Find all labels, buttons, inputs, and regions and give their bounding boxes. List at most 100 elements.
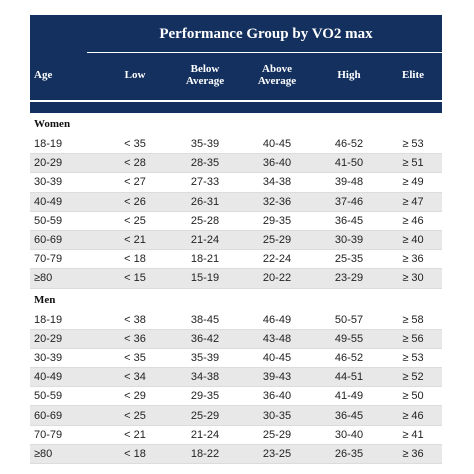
- section-label: Women: [34, 118, 71, 130]
- value-cell: ≥ 53: [402, 138, 424, 151]
- table-row: 30-39 < 35 35-39 40-45 46-52 ≥ 53: [30, 349, 442, 369]
- age-cell: 50-59: [34, 390, 63, 403]
- value-cell: 21-24: [190, 428, 220, 441]
- value-cell: < 35: [124, 351, 146, 364]
- column-header-label: Above Average: [257, 63, 297, 87]
- value-cell: 28-35: [190, 157, 220, 170]
- value-cell: 22-24: [262, 253, 292, 266]
- column-header-label: Elite: [402, 69, 424, 81]
- value-cell: ≥ 53: [402, 351, 424, 364]
- value-cell: 37-46: [334, 195, 364, 208]
- value-cell: 39-43: [262, 371, 292, 384]
- value-cell: 40-45: [262, 351, 292, 364]
- age-cell: 50-59: [34, 214, 63, 227]
- value-cell: < 27: [124, 176, 146, 189]
- age-cell: 40-49: [34, 371, 63, 384]
- column-header-label: High: [337, 69, 361, 81]
- value-cell: ≥ 46: [402, 409, 424, 422]
- value-cell: < 18: [124, 447, 146, 460]
- value-cell: 25-29: [262, 234, 292, 247]
- value-cell: 30-35: [262, 409, 292, 422]
- table-row: 50-59 < 25 25-28 29-35 36-45 ≥ 46: [30, 212, 442, 231]
- column-header-below-average: Below Average: [170, 55, 240, 95]
- value-cell: 46-52: [334, 351, 364, 364]
- value-cell: ≥ 51: [402, 157, 424, 170]
- value-cell: 18-22: [190, 447, 220, 460]
- value-cell: 34-38: [190, 371, 220, 384]
- table-row: 50-59 < 29 29-35 36-40 41-49 ≥ 50: [30, 387, 442, 407]
- table-body: Women 18-19 < 35 35-39 40-45 46-52 ≥ 53 20-29 < …: [30, 113, 442, 464]
- table-row: 20-29 < 28 28-35 36-40 41-50 ≥ 51: [30, 154, 442, 174]
- value-cell: 15-19: [190, 272, 220, 285]
- value-cell: ≥ 41: [402, 428, 424, 441]
- table-row: ≥80 < 15 15-19 20-22 23-29 ≥ 30: [30, 269, 442, 289]
- value-cell: 30-40: [334, 428, 364, 441]
- table-row: 40-49 < 26 26-31 32-36 37-46 ≥ 47: [30, 192, 442, 212]
- value-cell: 27-33: [190, 176, 220, 189]
- table-header: Performance Group by VO2 max Age Low Bel…: [30, 15, 442, 100]
- age-cell: ≥80: [34, 272, 53, 285]
- value-cell: 44-51: [334, 371, 364, 384]
- table-row: ≥80 < 18 18-22 23-25 26-35 ≥ 36: [30, 444, 442, 464]
- age-cell: 40-49: [34, 195, 63, 208]
- age-cell: 30-39: [34, 176, 63, 189]
- value-cell: 29-35: [190, 390, 220, 403]
- table-row: 18-19 < 38 38-45 46-49 50-57 ≥ 58: [30, 311, 442, 330]
- value-cell: ≥ 58: [402, 313, 424, 326]
- value-cell: 39-48: [334, 176, 364, 189]
- group-underline: [87, 52, 442, 53]
- value-cell: ≥ 52: [402, 371, 424, 384]
- age-column-header: Age: [34, 69, 53, 81]
- table-row: 18-19 < 35 35-39 40-45 46-52 ≥ 53: [30, 135, 442, 155]
- table-row: 60-69 < 21 21-24 25-29 30-39 ≥ 40: [30, 230, 442, 251]
- value-cell: ≥ 49: [402, 176, 424, 189]
- column-header-label: Low: [124, 69, 146, 81]
- value-cell: < 34: [124, 371, 146, 384]
- value-cell: 35-39: [190, 351, 220, 364]
- value-cell: 25-35: [334, 253, 364, 266]
- table-row: 70-79 < 21 21-24 25-29 30-40 ≥ 41: [30, 426, 442, 445]
- value-cell: < 21: [124, 428, 146, 441]
- value-cell: 36-45: [334, 409, 364, 422]
- value-cell: < 25: [124, 214, 146, 227]
- column-header-label: Below Average: [185, 63, 225, 87]
- value-cell: < 15: [124, 272, 146, 285]
- value-cell: 18-21: [190, 253, 220, 266]
- value-cell: 25-28: [190, 214, 220, 227]
- value-cell: ≥ 36: [402, 253, 424, 266]
- table-row: 20-29 < 36 36-42 43-48 49-55 ≥ 56: [30, 329, 442, 349]
- value-cell: 36-42: [190, 332, 220, 345]
- age-cell: 18-19: [34, 313, 63, 326]
- column-header-high: High: [314, 55, 384, 95]
- value-cell: 43-48: [262, 332, 292, 345]
- column-header-low: Low: [100, 55, 170, 95]
- value-cell: 32-36: [262, 195, 292, 208]
- age-cell: 20-29: [34, 157, 63, 170]
- value-cell: < 26: [124, 195, 146, 208]
- value-cell: 41-50: [334, 157, 364, 170]
- value-cell: ≥ 47: [402, 195, 424, 208]
- value-cell: ≥ 36: [402, 447, 424, 460]
- value-cell: < 29: [124, 390, 146, 403]
- age-cell: 60-69: [34, 234, 63, 247]
- value-cell: 21-24: [190, 234, 220, 247]
- age-cell: 70-79: [34, 428, 63, 441]
- value-cell: < 35: [124, 138, 146, 151]
- value-cell: 36-40: [262, 157, 292, 170]
- value-cell: < 25: [124, 409, 146, 422]
- table-row: 70-79 < 18 18-21 22-24 25-35 ≥ 36: [30, 250, 442, 270]
- value-cell: < 38: [124, 313, 146, 326]
- age-cell: 20-29: [34, 332, 63, 345]
- age-cell: ≥80: [34, 447, 53, 460]
- value-cell: 35-39: [190, 138, 220, 151]
- value-cell: 26-35: [334, 447, 364, 460]
- age-cell: 18-19: [34, 138, 63, 151]
- value-cell: 30-39: [334, 234, 364, 247]
- age-cell: 70-79: [34, 253, 63, 266]
- value-cell: 46-52: [334, 138, 364, 151]
- value-cell: 29-35: [262, 214, 292, 227]
- table-row: 60-69 < 25 25-29 30-35 36-45 ≥ 46: [30, 406, 442, 426]
- value-cell: ≥ 56: [402, 332, 424, 345]
- age-cell: 30-39: [34, 351, 63, 364]
- age-cell: 60-69: [34, 409, 63, 422]
